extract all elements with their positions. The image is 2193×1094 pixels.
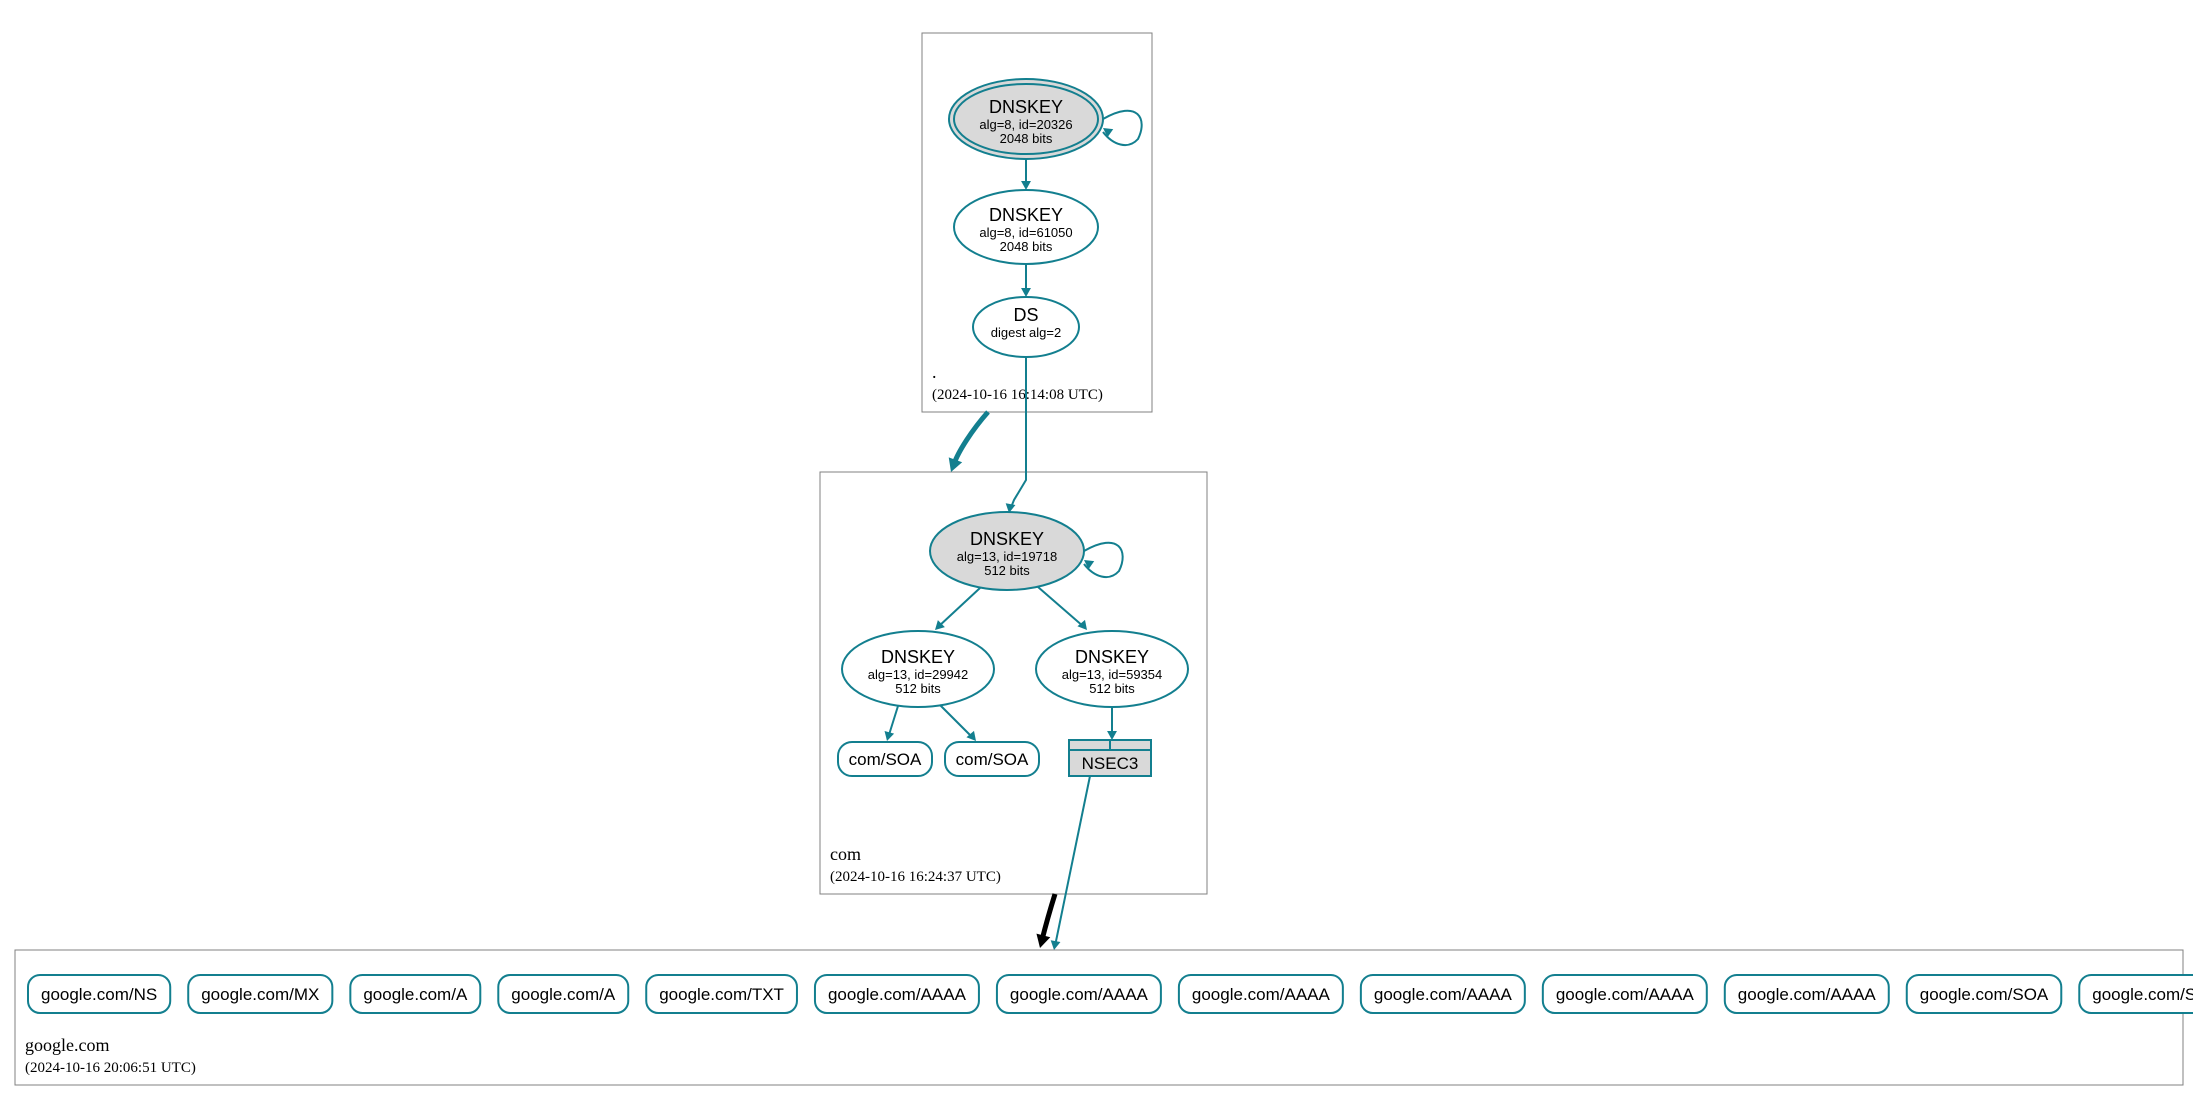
record-5: google.com/AAAA	[815, 975, 979, 1013]
svg-text:com/SOA: com/SOA	[849, 750, 922, 769]
svg-text:2048 bits: 2048 bits	[1000, 239, 1053, 254]
svg-text:512 bits: 512 bits	[984, 563, 1030, 578]
svg-text:google.com/AAAA: google.com/AAAA	[1738, 985, 1877, 1004]
svg-text:google.com/AAAA: google.com/AAAA	[828, 985, 967, 1004]
record-1: google.com/MX	[188, 975, 332, 1013]
svg-text:alg=8, id=61050: alg=8, id=61050	[979, 225, 1072, 240]
node-com_zsk1: DNSKEYalg=13, id=29942512 bits	[842, 631, 994, 707]
edge-10	[1055, 776, 1090, 946]
svg-text:google.com/AAAA: google.com/AAAA	[1010, 985, 1149, 1004]
record-6: google.com/AAAA	[997, 975, 1161, 1013]
node-root_ksk: DNSKEYalg=8, id=203262048 bits	[949, 79, 1103, 159]
svg-text:com: com	[830, 844, 861, 864]
record-2: google.com/A	[350, 975, 480, 1013]
svg-text:512 bits: 512 bits	[1089, 681, 1135, 696]
svg-text:google.com/AAAA: google.com/AAAA	[1374, 985, 1513, 1004]
svg-text:google.com/A: google.com/A	[511, 985, 616, 1004]
svg-text:(2024-10-16 16:24:37 UTC): (2024-10-16 16:24:37 UTC)	[830, 869, 1001, 885]
svg-text:alg=13, id=19718: alg=13, id=19718	[957, 549, 1057, 564]
svg-text:google.com: google.com	[25, 1035, 109, 1055]
node-com_ksk: DNSKEYalg=13, id=19718512 bits	[930, 512, 1084, 590]
svg-text:google.com/AAAA: google.com/AAAA	[1556, 985, 1695, 1004]
svg-text:google.com/AAAA: google.com/AAAA	[1192, 985, 1331, 1004]
svg-text:google.com/NS: google.com/NS	[41, 985, 157, 1004]
record-9: google.com/AAAA	[1543, 975, 1707, 1013]
node-com_soa2: com/SOA	[945, 742, 1039, 776]
edge-4	[1084, 543, 1123, 577]
svg-text:alg=8, id=20326: alg=8, id=20326	[979, 117, 1072, 132]
svg-text:alg=13, id=29942: alg=13, id=29942	[868, 667, 968, 682]
svg-text:google.com/SOA: google.com/SOA	[1920, 985, 2049, 1004]
svg-text:DNSKEY: DNSKEY	[970, 529, 1044, 549]
svg-text:digest alg=2: digest alg=2	[991, 325, 1061, 340]
delegation-edge-1	[1042, 894, 1055, 940]
svg-text:DNSKEY: DNSKEY	[989, 97, 1063, 117]
svg-text:DNSKEY: DNSKEY	[989, 205, 1063, 225]
edge-3	[1010, 357, 1026, 510]
delegation-edge-0	[954, 412, 988, 464]
edge-5	[938, 588, 980, 627]
record-12: google.com/SOA	[2079, 975, 2193, 1013]
record-3: google.com/A	[498, 975, 628, 1013]
svg-text:google.com/SOA: google.com/SOA	[2092, 985, 2193, 1004]
record-11: google.com/SOA	[1907, 975, 2062, 1013]
svg-text:.: .	[932, 362, 937, 382]
record-7: google.com/AAAA	[1179, 975, 1343, 1013]
node-root_ds: DSdigest alg=2	[973, 297, 1079, 357]
svg-text:2048 bits: 2048 bits	[1000, 131, 1053, 146]
svg-text:alg=13, id=59354: alg=13, id=59354	[1062, 667, 1162, 682]
svg-text:512 bits: 512 bits	[895, 681, 941, 696]
node-com_soa1: com/SOA	[838, 742, 932, 776]
record-8: google.com/AAAA	[1361, 975, 1525, 1013]
record-0: google.com/NS	[28, 975, 170, 1013]
svg-text:(2024-10-16 20:06:51 UTC): (2024-10-16 20:06:51 UTC)	[25, 1060, 196, 1076]
record-4: google.com/TXT	[646, 975, 797, 1013]
zone-google: google.com (2024-10-16 20:06:51 UTC)	[15, 950, 2183, 1085]
svg-text:NSEC3: NSEC3	[1082, 754, 1139, 773]
node-com_zsk2: DNSKEYalg=13, id=59354512 bits	[1036, 631, 1188, 707]
svg-text:google.com/TXT: google.com/TXT	[659, 985, 784, 1004]
svg-text:com/SOA: com/SOA	[956, 750, 1029, 769]
edge-6	[1038, 587, 1084, 627]
record-10: google.com/AAAA	[1725, 975, 1889, 1013]
svg-text:google.com/A: google.com/A	[363, 985, 468, 1004]
svg-text:DS: DS	[1013, 305, 1038, 325]
svg-text:google.com/MX: google.com/MX	[201, 985, 319, 1004]
edge-8	[940, 705, 973, 738]
svg-text:(2024-10-16 16:14:08 UTC): (2024-10-16 16:14:08 UTC)	[932, 387, 1103, 403]
svg-text:DNSKEY: DNSKEY	[881, 647, 955, 667]
svg-text:DNSKEY: DNSKEY	[1075, 647, 1149, 667]
dnssec-diagram: . (2024-10-16 16:14:08 UTC) com (2024-10-16…	[0, 0, 2193, 1094]
node-root_zsk: DNSKEYalg=8, id=610502048 bits	[954, 190, 1098, 264]
edge-0	[1103, 111, 1142, 145]
node-nsec3: NSEC3	[1069, 740, 1151, 776]
